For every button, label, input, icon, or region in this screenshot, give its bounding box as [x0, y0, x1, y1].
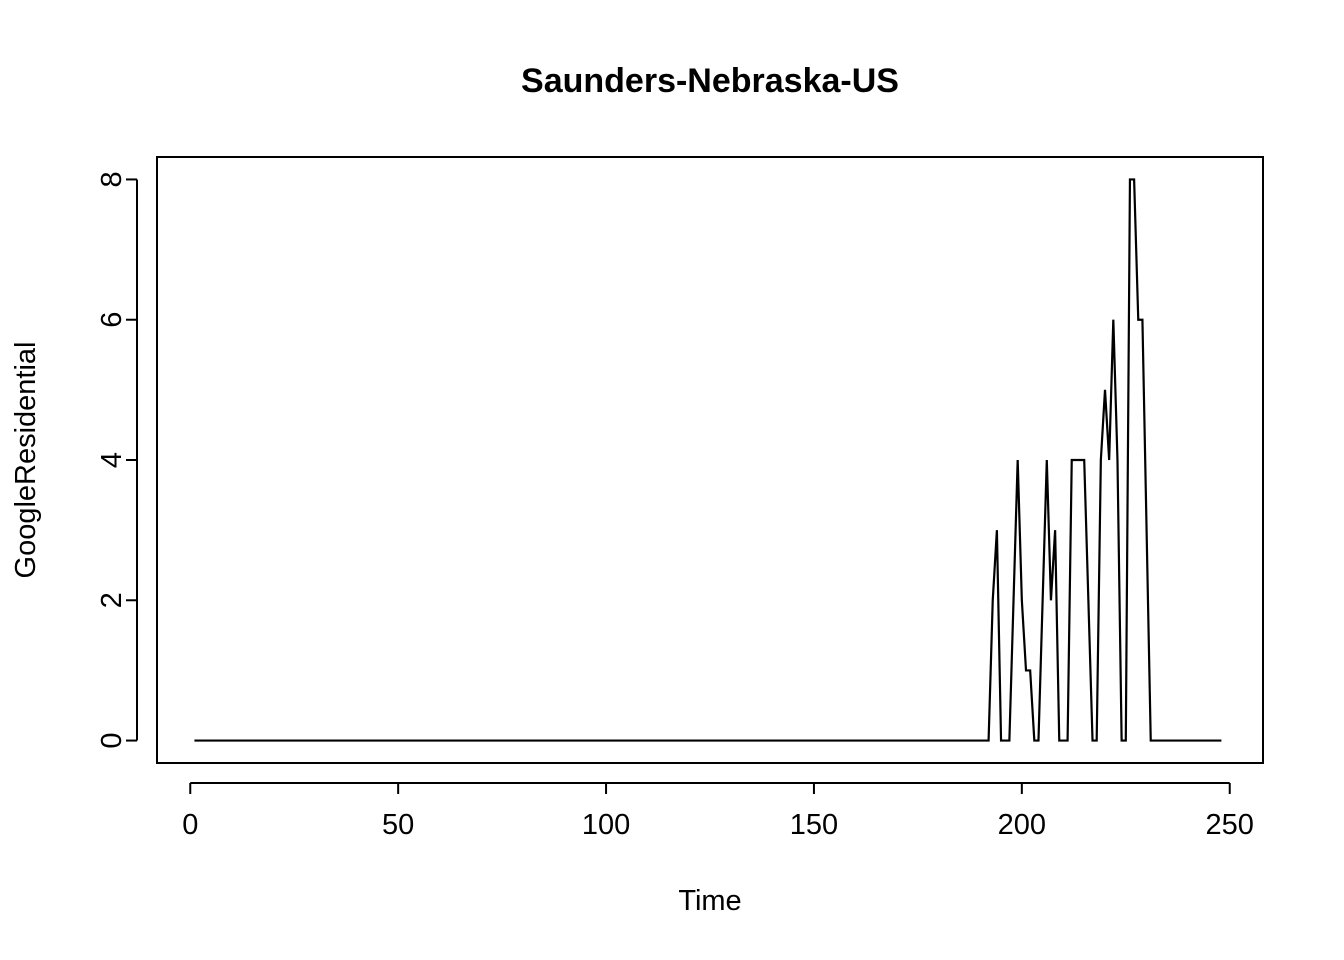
chart-title: Saunders-Nebraska-US [521, 62, 899, 100]
y-tick-label: 2 [96, 592, 128, 608]
y-tick-label: 0 [96, 732, 128, 748]
y-axis-label: GoogleResidential [10, 342, 42, 579]
y-tick-label: 8 [96, 171, 128, 187]
x-tick-label: 250 [1206, 809, 1254, 841]
x-axis-label: Time [678, 885, 741, 917]
y-axis: 0 2 4 6 8 [96, 171, 138, 749]
x-tick-label: 200 [998, 809, 1046, 841]
x-tick-label: 0 [182, 809, 198, 841]
x-tick-label: 100 [582, 809, 630, 841]
y-tick-label: 6 [96, 312, 128, 328]
x-tick-label: 50 [382, 809, 414, 841]
y-tick-label: 4 [96, 452, 128, 468]
series-group [194, 178, 1222, 742]
plot-frame [156, 156, 1264, 764]
series-line [194, 178, 1222, 742]
x-axis: 0 50 100 150 200 250 [182, 782, 1254, 841]
x-tick-label: 150 [790, 809, 838, 841]
